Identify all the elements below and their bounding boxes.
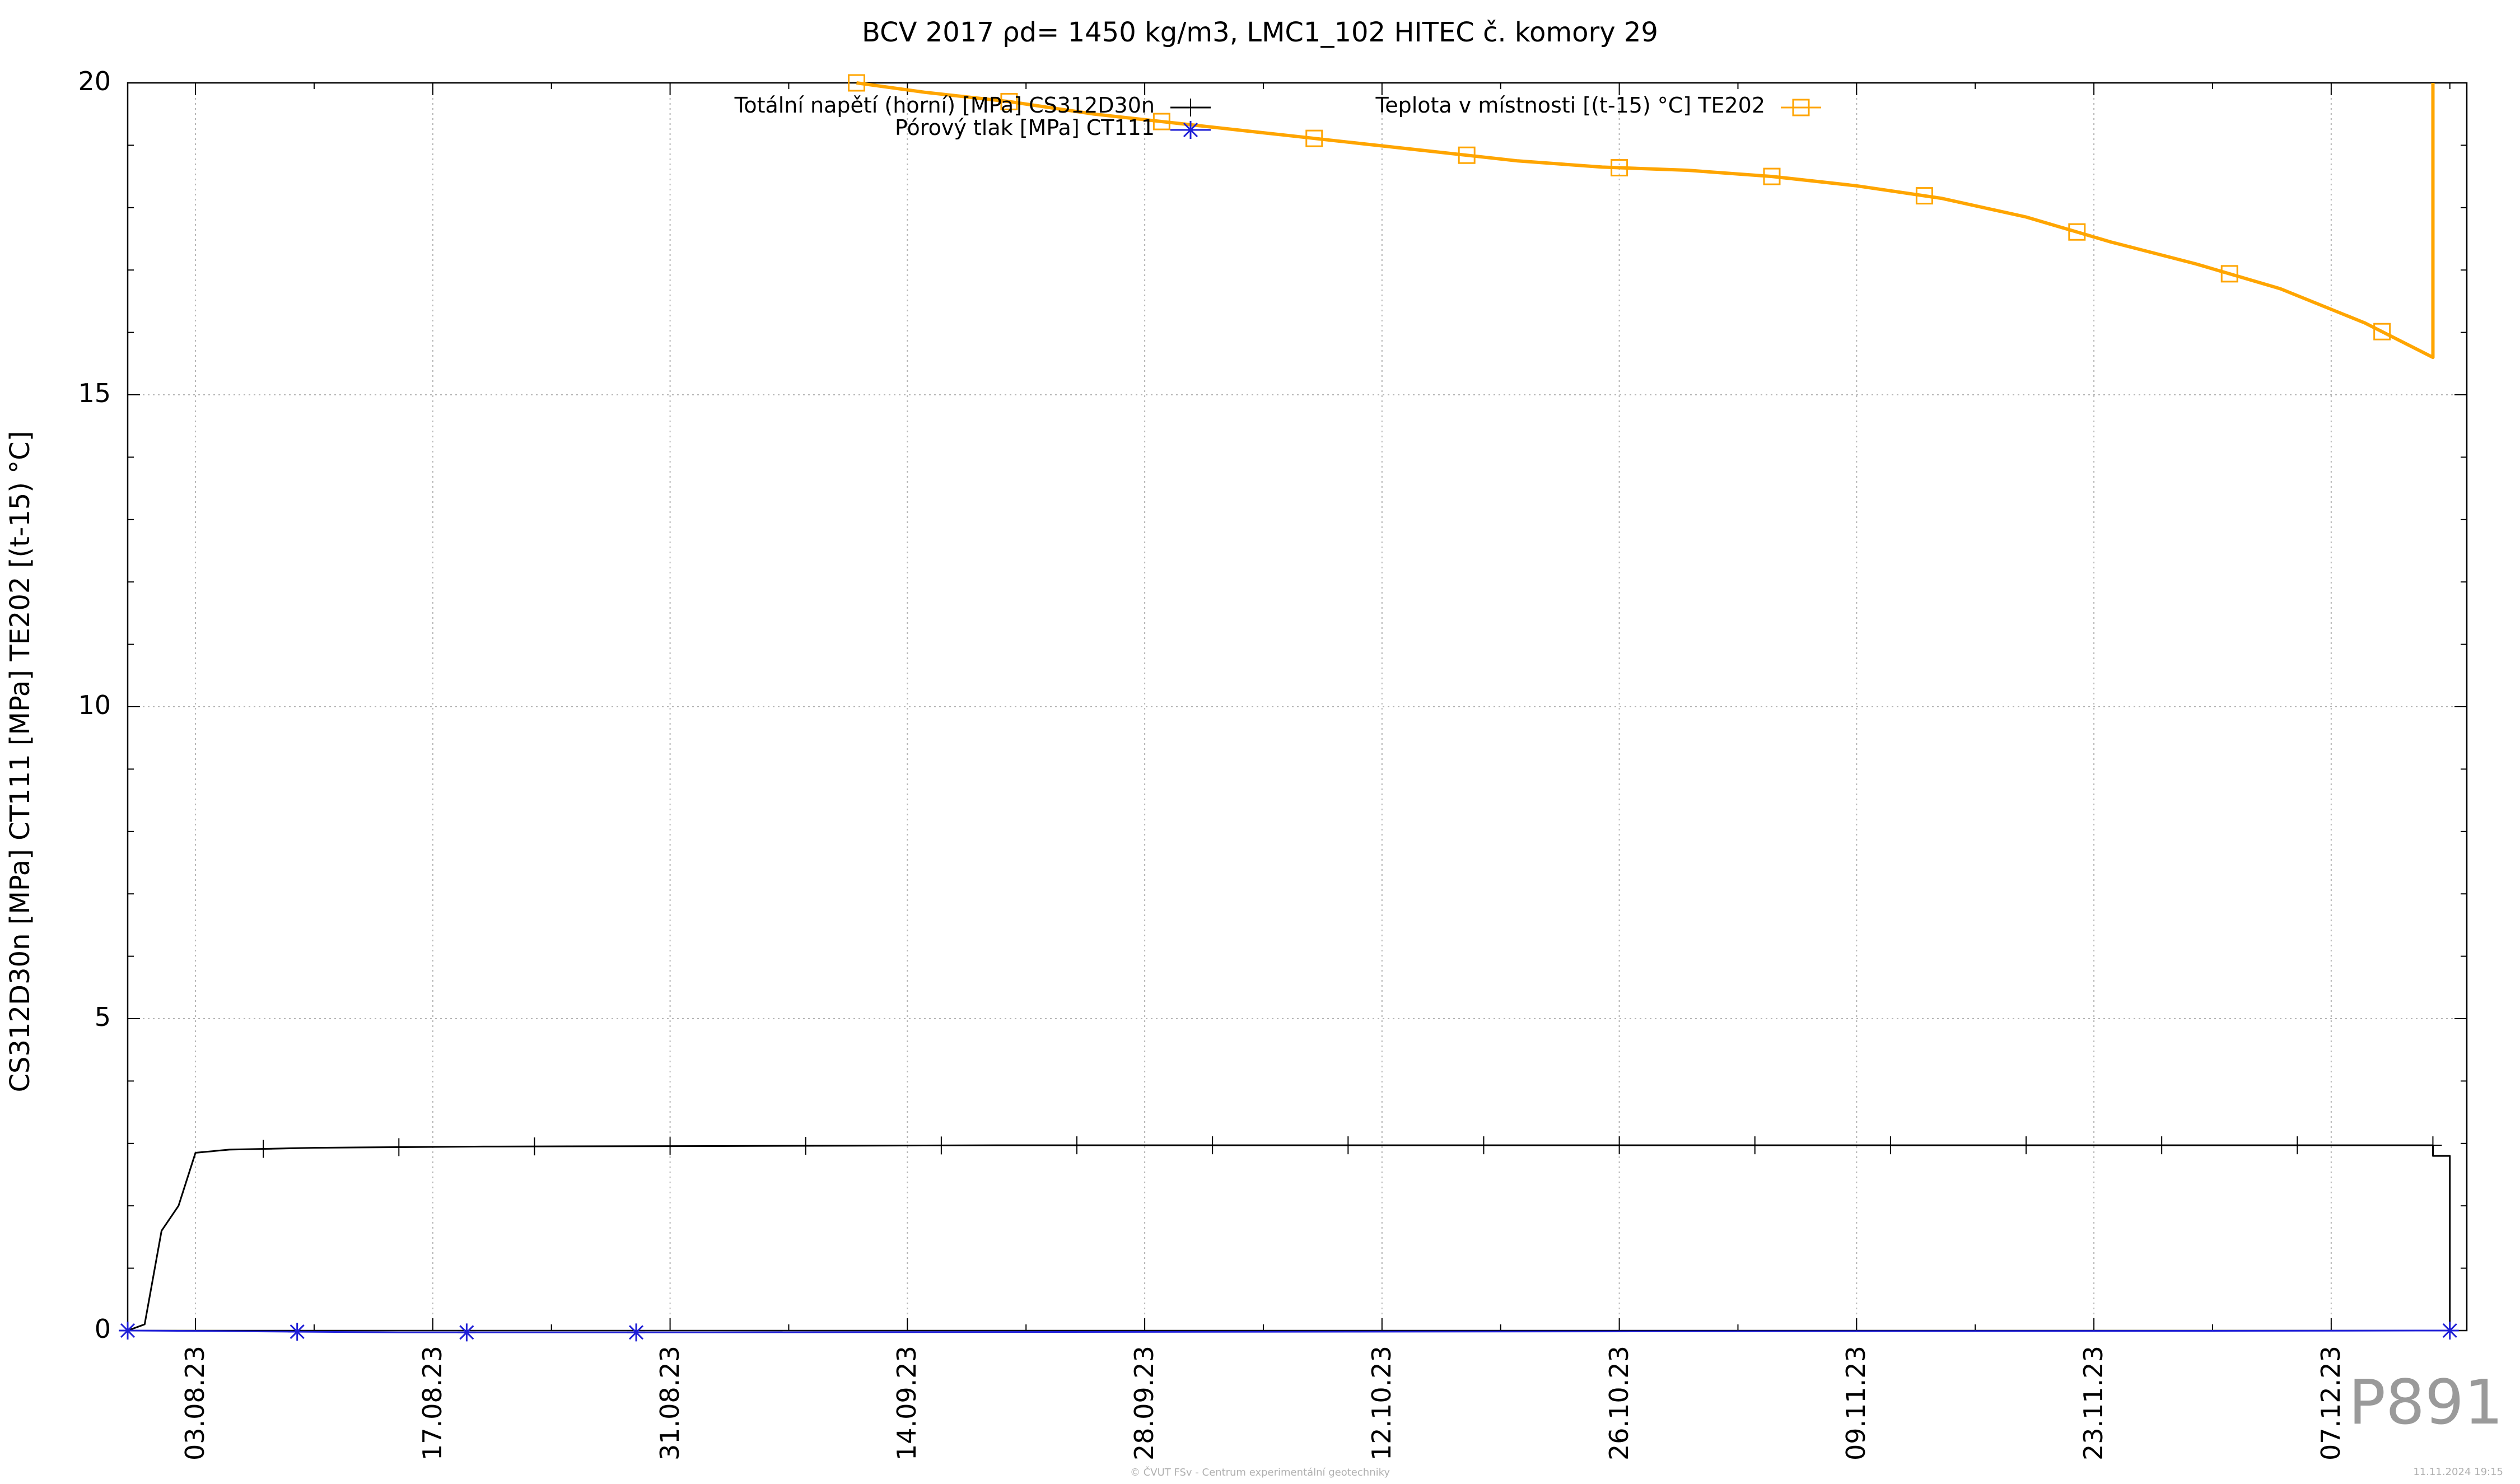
plot-frame [127,82,2468,1332]
legend-label: Totální napětí (horní) [MPa] CS312D30n [734,93,1155,118]
series-marker [390,1138,408,1156]
series-marker [1305,129,1323,147]
legend-label: Pórový tlak [MPa] CT111 [894,115,1155,140]
footer-timestamp: 11.11.2024 19:15 [2413,1466,2503,1478]
series-marker [1339,1136,1357,1155]
series-marker [2017,1136,2036,1155]
y-axis-label: CS312D30n [MPa] CT111 [MPa] TE202 [(t-15… [4,431,36,1093]
plot-border [127,82,2468,1332]
series-marker [932,1136,950,1155]
x-tick-label: 23.11.23 [2078,1346,2109,1460]
series-marker [1474,1136,1493,1155]
series-marker [1746,1136,1764,1155]
x-tick-label: 07.12.23 [2315,1346,2346,1460]
series-marker [1915,187,1933,205]
chart-title: BCV 2017 ρd= 1450 kg/m3, LMC1_102 HITEC … [862,17,1658,48]
series-marker [2220,265,2238,283]
y-tick-label: 10 [78,690,111,720]
series-marker [1203,1136,1222,1155]
series-marker [1881,1136,1900,1155]
series-marker [1763,167,1781,185]
series-marker [2288,1136,2307,1155]
series-marker [661,1137,679,1155]
series-marker [1610,1136,1628,1155]
footer-copyright: © ČVUT FSv - Centrum experimentální geot… [1130,1467,1390,1478]
series-layer [119,74,2459,1342]
series-marker [254,1140,273,1158]
series-marker [848,74,866,92]
x-tick-label: 17.08.23 [417,1346,447,1460]
series-marker [1068,1136,1086,1155]
x-tick-label: 09.11.23 [1841,1346,1872,1460]
series-marker [796,1137,815,1155]
series-marker [119,1322,137,1340]
series-marker [1458,146,1476,164]
y-tick-label: 15 [78,378,111,408]
series-marker [1000,92,1018,110]
x-tick-label: 28.09.23 [1129,1346,1160,1460]
grid-lines [128,83,2467,1331]
x-tick-label: 03.08.23 [180,1346,211,1460]
series-line-0 [127,1144,2451,1332]
series-marker [1152,113,1170,130]
series-marker [288,1323,306,1341]
series-marker [2068,223,2086,241]
series-line-2 [856,81,2435,360]
legend-label: Teplota v místnosti [(t-15) °C] TE202 [1375,93,1765,118]
x-tick-label: 31.08.23 [654,1346,685,1460]
series-marker [627,1323,646,1342]
y-tick-label: 0 [94,1314,111,1344]
chart-id-badge: P891 [2348,1366,2503,1438]
y-tick-label: 5 [94,1002,111,1032]
y-tick-label: 20 [78,66,111,96]
legend [1170,106,1821,131]
series-marker [458,1323,476,1342]
series-marker [2153,1136,2171,1155]
x-tick-label: 14.09.23 [892,1346,922,1460]
series-marker [1611,159,1628,177]
x-tick-label: 12.10.23 [1366,1346,1397,1460]
series-marker [525,1137,544,1156]
series-marker [2373,323,2391,340]
series-marker [2424,1136,2442,1155]
x-tick-label: 26.10.23 [1603,1346,1634,1460]
series-marker [2440,1322,2459,1340]
